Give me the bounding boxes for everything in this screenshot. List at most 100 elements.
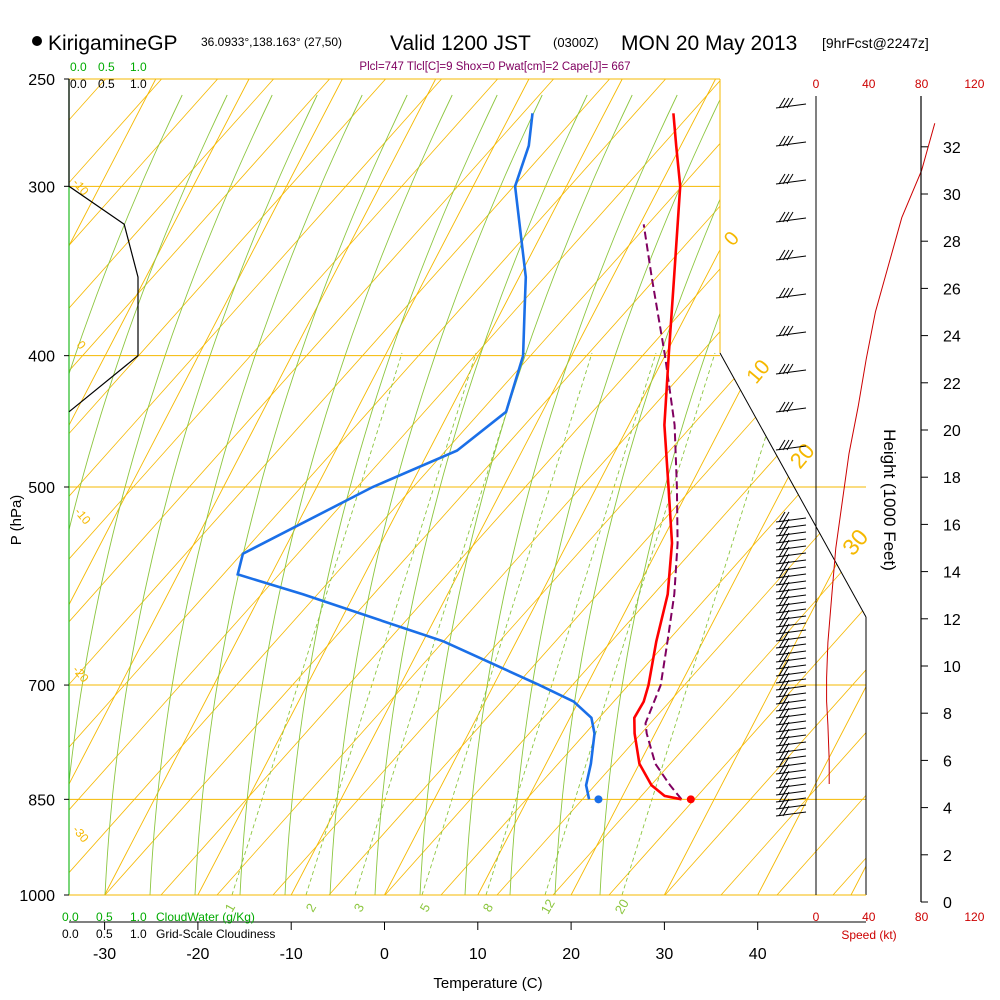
isotherm-line	[850, 79, 866, 895]
dry-adiabat-line	[69, 79, 340, 895]
wind-barb-shaft	[775, 608, 807, 614]
wind-barb-shaft	[775, 141, 807, 147]
wind-barb-shaft	[775, 622, 807, 628]
wind-barb-shaft	[775, 629, 807, 635]
wind-barb-feather	[778, 707, 786, 719]
wind-barb-shaft	[775, 713, 807, 719]
plot-frame	[68, 79, 867, 923]
dry-adiabat-label: 10	[742, 356, 775, 389]
cloudiness-line	[68, 79, 139, 413]
wind-barb-feather	[778, 363, 786, 375]
wind-barb-shaft	[775, 559, 807, 565]
wind-barb-shaft	[775, 445, 807, 451]
wind-barb-feather	[778, 439, 786, 451]
wind-barb	[775, 401, 807, 413]
moist-adiabat-line	[149, 94, 363, 895]
x-tick-label: 10	[469, 946, 487, 963]
cloudwater-scale-top: 0.0	[70, 60, 87, 74]
cloudiness-scale-top: 0.5	[98, 77, 115, 91]
stability-indices: Plcl=747 Tlcl[C]=9 Shox=0 Pwat[cm]=2 Cap…	[359, 61, 630, 73]
wind-barb-shaft	[775, 531, 807, 537]
wind-barb-shaft	[775, 790, 807, 796]
wind-barb-shaft	[775, 748, 807, 754]
dry-adiabat-line	[69, 79, 866, 895]
x-tick-label: 20	[562, 946, 580, 963]
wind-barb-feather	[778, 602, 786, 614]
height-tick-label: 8	[943, 706, 952, 723]
dry-adiabat-line	[104, 79, 866, 895]
station-bullet-icon	[32, 36, 42, 46]
mixing-ratio-label: 3	[351, 901, 368, 915]
pressure-tick-label: 250	[28, 72, 55, 89]
wind-barb-feather	[778, 525, 786, 537]
wind-barb-shaft	[775, 650, 807, 656]
mixing-ratio-label: 2	[303, 901, 320, 915]
isotherm-line	[69, 79, 250, 895]
wind-barb-feather	[778, 97, 786, 109]
height-tick-label: 20	[943, 423, 961, 440]
height-tick-label: 32	[943, 140, 961, 157]
dry-adiabat-line	[69, 79, 620, 895]
wind-barb-feather	[782, 363, 790, 375]
wind-barb	[775, 805, 807, 817]
background-grid	[69, 79, 866, 895]
wind-barb-feather	[778, 609, 786, 621]
station-coords: 36.0933°,138.163° (27,50)	[201, 35, 342, 49]
wind-barb-feather	[778, 742, 786, 754]
valid-utc: (0300Z)	[553, 35, 599, 50]
wind-barb-shaft	[775, 699, 807, 705]
wind-barb-feather	[778, 135, 786, 147]
wind-barb-feather	[778, 616, 786, 628]
cloudiness-panel: 0.0 0.0 0.5 0.5 1.0 1.0 0.0 0.0 0.5 0.5 1.0 1.0	[62, 60, 147, 941]
wind-speed-line	[826, 123, 936, 784]
wind-barb	[775, 211, 807, 223]
speed-axis-label: Speed (kt)	[841, 928, 896, 942]
speed-tick-label-bottom: 0	[813, 910, 820, 924]
dry-adiabat-line	[160, 79, 866, 895]
moist-adiabat-line	[329, 94, 543, 895]
wind-barb-feather	[786, 287, 794, 299]
mixing-ratio-line	[354, 352, 526, 895]
cloudwater-scale-bottom: 0.0	[62, 910, 79, 924]
wind-barb-feather	[782, 211, 790, 223]
wind-barb-shaft	[775, 664, 807, 670]
wind-barb-feather	[786, 401, 794, 413]
wind-barb-feather	[786, 363, 794, 375]
wind-barb-feather	[778, 637, 786, 649]
wind-barb-feather	[778, 581, 786, 593]
wind-barb-feather	[786, 97, 794, 109]
wind-barb-shaft	[775, 657, 807, 663]
wind-barb-feather	[778, 511, 786, 523]
dry-adiabat-line	[69, 79, 172, 895]
cloudwater-scale-top: 1.0	[130, 60, 147, 74]
wind-barb	[775, 363, 807, 375]
wind-barb	[775, 511, 807, 523]
wind-barb-shaft	[775, 331, 807, 337]
dewpoint-line	[236, 113, 596, 800]
cloudiness-scale-bottom: 0.5	[96, 927, 113, 941]
wind-barb-shaft	[775, 552, 807, 558]
mixing-ratio-line	[544, 352, 716, 895]
wind-barb-feather	[778, 777, 786, 789]
dry-adiabat-line	[69, 79, 116, 895]
station-name: KirigamineGP	[48, 32, 178, 55]
wind-barb-shaft	[775, 734, 807, 740]
wind-barb-shaft	[775, 776, 807, 782]
moist-adiabat-line	[69, 94, 228, 895]
speed-tick-label-top: 120	[964, 77, 984, 91]
moist-adiabat-line	[599, 94, 813, 895]
isotherm-line	[69, 79, 157, 895]
wind-barb-shaft	[775, 636, 807, 642]
height-tick-label: 4	[943, 801, 952, 818]
dry-adiabat-line	[720, 79, 866, 895]
dry-adiabat-label: 20	[785, 438, 820, 473]
cloudiness-label: Grid-Scale Cloudiness	[156, 927, 275, 941]
x-tick-label: -10	[280, 946, 303, 963]
wind-barb-shaft	[775, 769, 807, 775]
dry-adiabat-line	[664, 79, 866, 895]
dry-adiabat-line	[69, 79, 228, 895]
wind-barb-feather	[782, 173, 790, 185]
height-tick-label: 2	[943, 848, 952, 865]
wind-barb-feather	[778, 249, 786, 261]
